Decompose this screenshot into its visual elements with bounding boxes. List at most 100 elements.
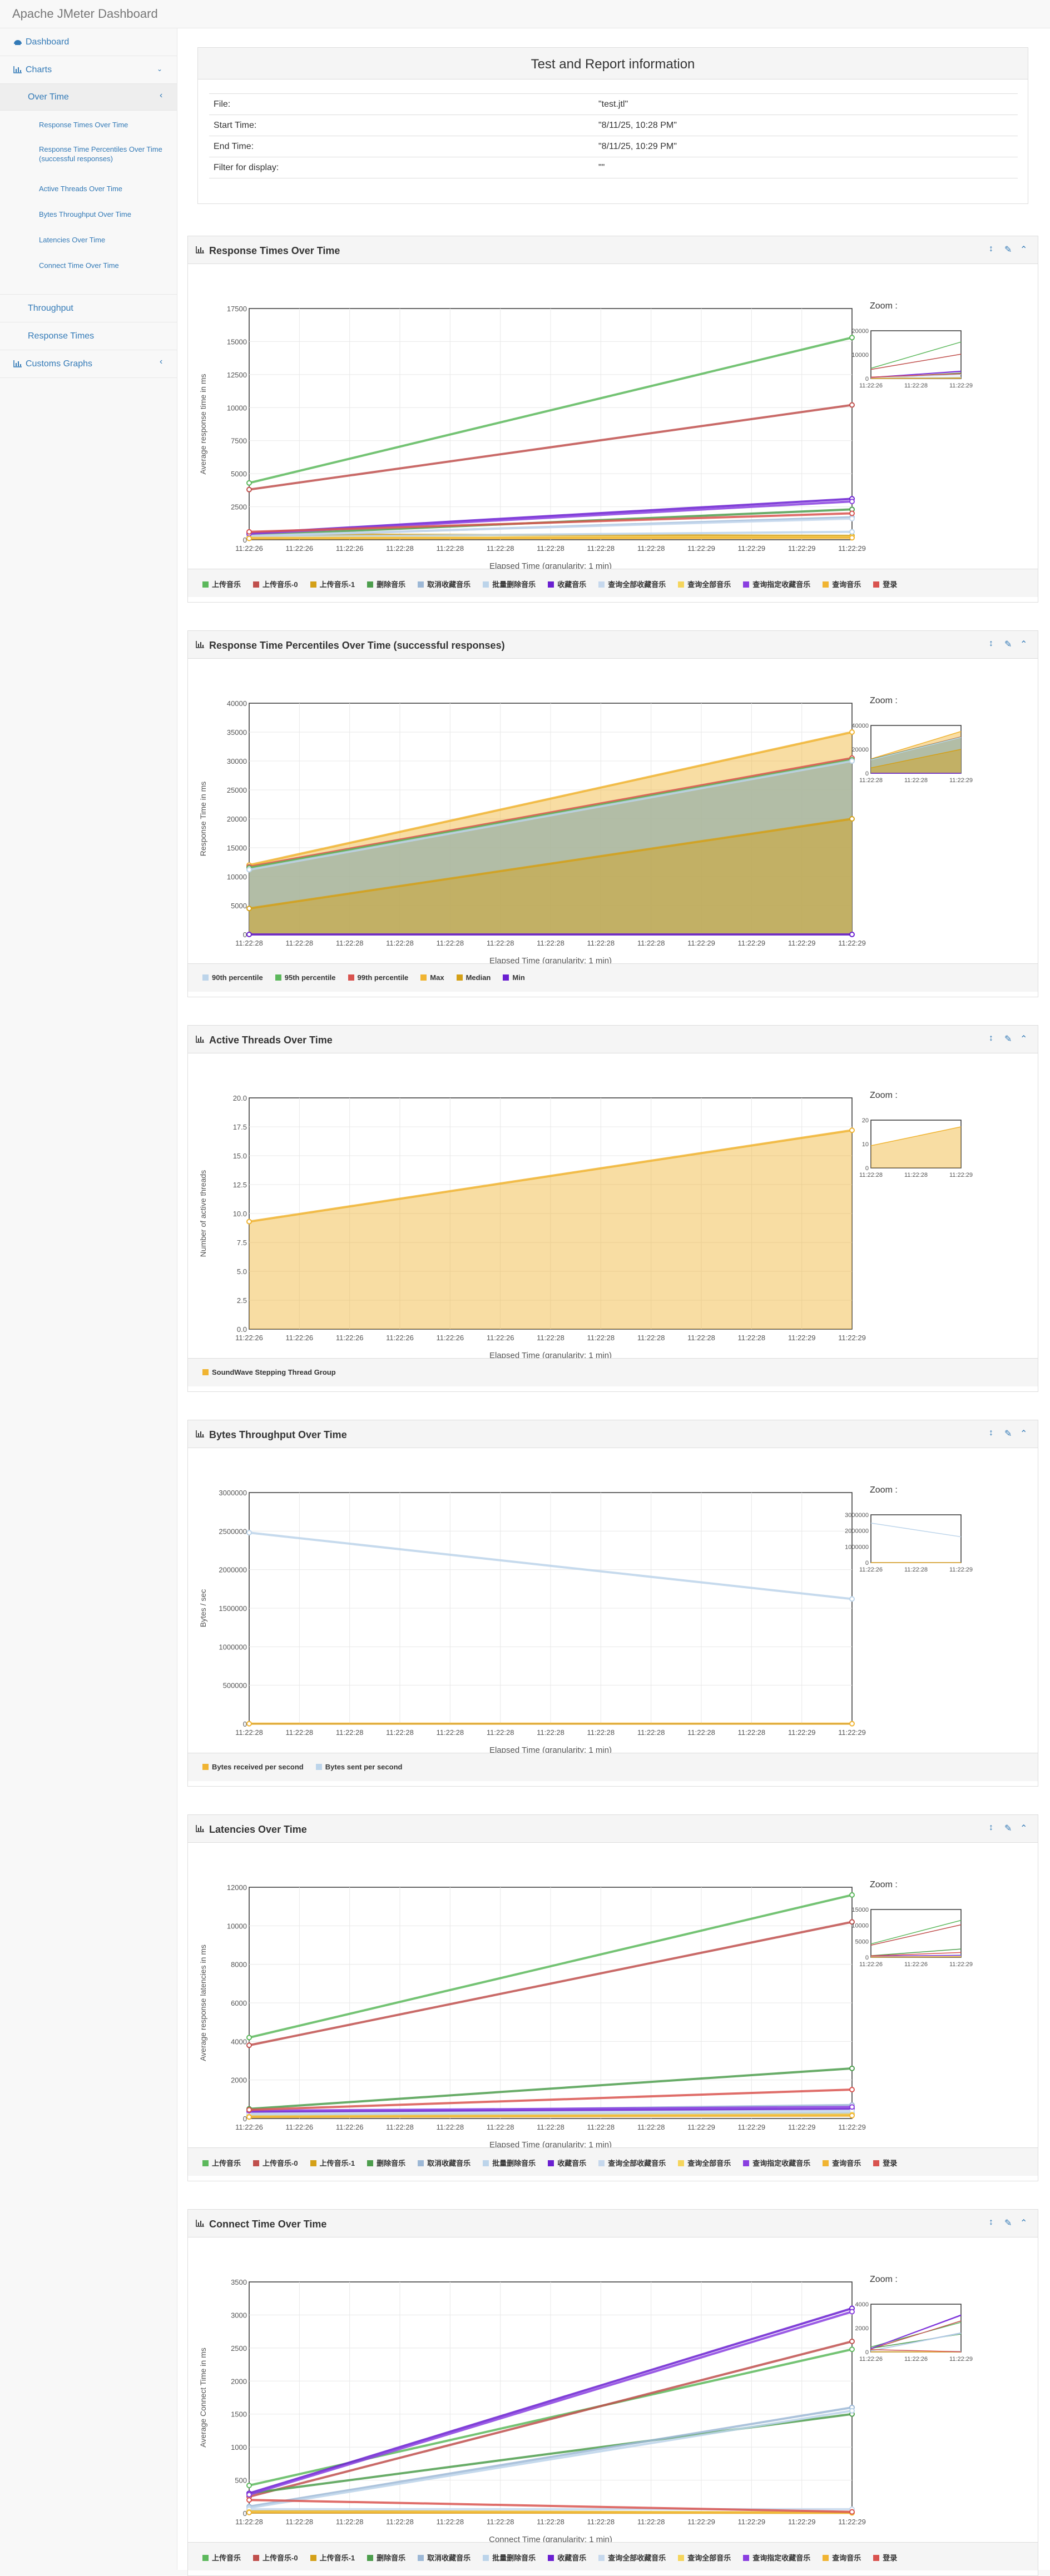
app-title[interactable]: Apache JMeter Dashboard — [12, 7, 158, 21]
data-point[interactable] — [247, 2043, 251, 2047]
data-point[interactable] — [850, 759, 854, 763]
data-point[interactable] — [850, 2347, 854, 2351]
legend-item[interactable]: 90th percentile — [202, 973, 263, 982]
sidebar-item-response-times[interactable]: Response Times — [0, 322, 177, 350]
data-point[interactable] — [247, 2107, 251, 2112]
legend-item[interactable]: 查询音乐 — [823, 2552, 861, 2563]
legend-item[interactable]: 删除音乐 — [367, 2552, 405, 2563]
data-point[interactable] — [850, 2113, 854, 2118]
data-point[interactable] — [850, 2510, 854, 2514]
legend-item[interactable]: 上传音乐-0 — [253, 2157, 298, 2168]
legend-item[interactable]: 删除音乐 — [367, 2157, 405, 2168]
chevron-up-icon[interactable]: ⌃ — [1020, 639, 1027, 650]
legend-item[interactable]: 批量删除音乐 — [483, 2552, 536, 2563]
data-point[interactable] — [247, 2493, 251, 2497]
sidebar-item-charts[interactable]: Charts ⌄ — [0, 56, 177, 84]
data-point[interactable] — [850, 932, 854, 937]
legend-item[interactable]: 收藏音乐 — [548, 2157, 586, 2168]
data-point[interactable] — [850, 2409, 854, 2413]
chevron-up-icon[interactable]: ⌃ — [1020, 1823, 1027, 1834]
wrench-icon[interactable]: ✎ — [1004, 1033, 1012, 1045]
wrench-icon[interactable]: ✎ — [1004, 1823, 1012, 1834]
legend-item[interactable]: 上传音乐-0 — [253, 2552, 298, 2563]
data-point[interactable] — [247, 868, 251, 872]
data-point[interactable] — [247, 2115, 251, 2119]
data-point[interactable] — [850, 2087, 854, 2092]
legend-item[interactable]: 查询指定收藏音乐 — [743, 2157, 810, 2168]
legend-item[interactable]: Median — [457, 973, 491, 982]
legend-item[interactable]: Bytes received per second — [202, 1763, 304, 1771]
wrench-icon[interactable]: ✎ — [1004, 2217, 1012, 2229]
data-point[interactable] — [247, 932, 251, 937]
data-point[interactable] — [247, 530, 251, 534]
legend-item[interactable]: 查询全部收藏音乐 — [598, 2552, 666, 2563]
legend-item[interactable]: 上传音乐 — [202, 2157, 241, 2168]
wrench-icon[interactable]: ✎ — [1004, 1428, 1012, 1439]
sidebar-item-dashboard[interactable]: Dashboard — [0, 28, 177, 56]
data-point[interactable] — [247, 536, 251, 541]
data-point[interactable] — [850, 1893, 854, 1897]
data-point[interactable] — [247, 488, 251, 492]
legend-item[interactable]: 查询指定收藏音乐 — [743, 2552, 810, 2563]
legend-item[interactable]: 上传音乐 — [202, 579, 241, 589]
legend-item[interactable]: Max — [420, 973, 444, 982]
data-point[interactable] — [247, 1220, 251, 1224]
data-point[interactable] — [850, 516, 854, 521]
chevron-up-icon[interactable]: ⌃ — [1020, 244, 1027, 255]
data-point[interactable] — [247, 1722, 251, 1726]
data-point[interactable] — [850, 817, 854, 821]
sort-icon[interactable]: ↕ — [989, 639, 993, 649]
legend-item[interactable]: 查询音乐 — [823, 579, 861, 589]
legend-item[interactable]: 收藏音乐 — [548, 579, 586, 589]
sort-icon[interactable]: ↕ — [989, 1823, 993, 1833]
legend-item[interactable]: 登录 — [873, 2552, 897, 2563]
sort-icon[interactable]: ↕ — [989, 244, 993, 254]
zoom-overview[interactable] — [871, 331, 961, 379]
legend-item[interactable]: 收藏音乐 — [548, 2552, 586, 2563]
sidebar-item-throughput[interactable]: Throughput — [0, 295, 177, 322]
sort-icon[interactable]: ↕ — [989, 1428, 993, 1438]
wrench-icon[interactable]: ✎ — [1004, 639, 1012, 650]
data-point[interactable] — [850, 403, 854, 407]
sidebar-item-custom-graphs[interactable]: Customs Graphs ‹ — [0, 350, 177, 378]
legend-item[interactable]: 删除音乐 — [367, 579, 405, 589]
data-point[interactable] — [247, 1530, 251, 1535]
data-point[interactable] — [850, 1128, 854, 1132]
data-point[interactable] — [850, 499, 854, 504]
data-point[interactable] — [850, 2105, 854, 2109]
legend-item[interactable]: 查询全部音乐 — [678, 2552, 731, 2563]
data-point[interactable] — [850, 2339, 854, 2344]
data-point[interactable] — [247, 906, 251, 911]
chevron-up-icon[interactable]: ⌃ — [1020, 1428, 1027, 1439]
data-point[interactable] — [850, 730, 854, 734]
sort-icon[interactable]: ↕ — [989, 2217, 993, 2227]
legend-item[interactable]: 批量删除音乐 — [483, 579, 536, 589]
legend-item[interactable]: 登录 — [873, 2157, 897, 2168]
series-line[interactable] — [249, 2116, 852, 2117]
legend-item[interactable]: 查询音乐 — [823, 2157, 861, 2168]
submenu-active-threads[interactable]: Active Threads Over Time — [39, 185, 122, 193]
sidebar-item-over-time[interactable]: Over Time ‹ — [0, 84, 177, 111]
legend-item[interactable]: 取消收藏音乐 — [418, 579, 470, 589]
data-point[interactable] — [850, 2066, 854, 2071]
legend-item[interactable]: 上传音乐 — [202, 2552, 241, 2563]
legend-item[interactable]: 上传音乐-0 — [253, 579, 298, 589]
data-point[interactable] — [850, 530, 854, 534]
data-point[interactable] — [247, 2498, 251, 2502]
submenu-response-time-percentiles[interactable]: Response Time Percentiles Over Time (suc… — [39, 145, 167, 163]
data-point[interactable] — [850, 1722, 854, 1726]
wrench-icon[interactable]: ✎ — [1004, 244, 1012, 255]
legend-item[interactable]: 上传音乐-1 — [310, 579, 355, 589]
legend-item[interactable]: 查询全部收藏音乐 — [598, 2157, 666, 2168]
legend-item[interactable]: 取消收藏音乐 — [418, 2157, 470, 2168]
legend-item[interactable]: 查询指定收藏音乐 — [743, 579, 810, 589]
legend-item[interactable]: 批量删除音乐 — [483, 2157, 536, 2168]
submenu-bytes-throughput[interactable]: Bytes Throughput Over Time — [39, 210, 131, 218]
legend-item[interactable]: 取消收藏音乐 — [418, 2552, 470, 2563]
legend-item[interactable]: 登录 — [873, 579, 897, 589]
legend-item[interactable]: 95th percentile — [275, 973, 336, 982]
legend-item[interactable]: Bytes sent per second — [316, 1763, 403, 1771]
sort-icon[interactable]: ↕ — [989, 1033, 993, 1043]
legend-item[interactable]: SoundWave Stepping Thread Group — [202, 1368, 336, 1376]
legend-item[interactable]: 上传音乐-1 — [310, 2552, 355, 2563]
